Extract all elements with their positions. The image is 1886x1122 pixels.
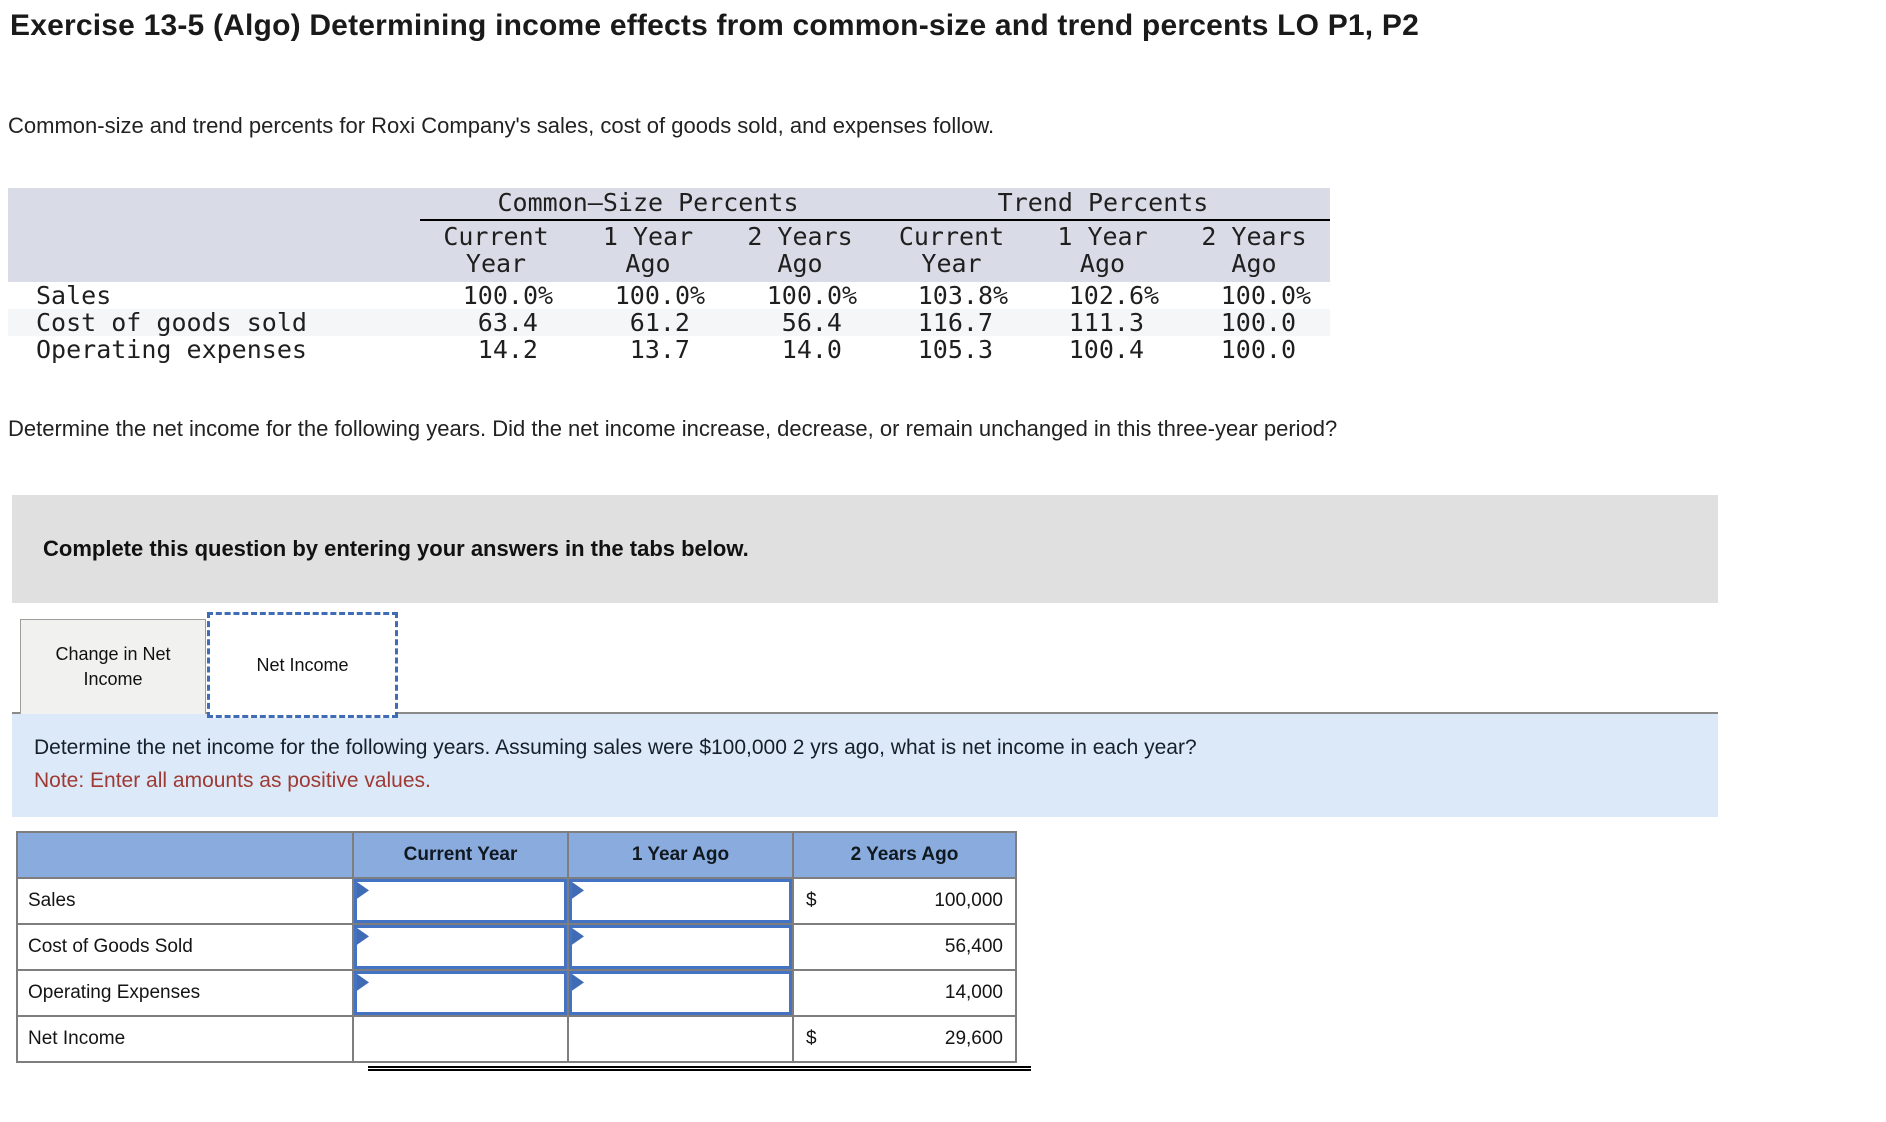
percent-table: Common–Size Percents Trend Percents Curr… (8, 188, 1886, 363)
input-cogs-one-year-ago[interactable] (569, 925, 792, 969)
currency-symbol: $ (806, 1028, 817, 1049)
table-row: Operating expenses 14.2 13.7 14.0 105.3 … (8, 336, 1330, 363)
table-row: Sales 100.0% 100.0% 100.0% 103.8% 102.6%… (8, 282, 1330, 309)
row-label: Operating expenses (36, 335, 307, 364)
col-header: Current Year (876, 220, 1027, 282)
input-cogs-current-year[interactable] (354, 925, 567, 969)
row-label: Sales (16, 877, 354, 925)
net-income-current-year-cell (352, 1015, 569, 1063)
tab-net-income[interactable]: Net Income (207, 612, 398, 718)
amount-value: 100,000 (934, 890, 1003, 911)
double-underline-rule (368, 1066, 1031, 1071)
percent-table-column-header-row: Current Year 1 Year Ago 2 Years Ago Current… (8, 220, 1331, 282)
input-sales-one-year-ago[interactable] (569, 879, 792, 923)
table-row-net-income: Net Income $29,600 (16, 1015, 1017, 1063)
question-text: Determine the net income for the followi… (8, 416, 1338, 441)
percent-table-group-header-row: Common–Size Percents Trend Percents (8, 188, 1331, 221)
instruction-panel: Determine the net income for the followi… (12, 712, 1718, 817)
table-row-cogs: Cost of Goods Sold 56,400 (16, 923, 1017, 971)
answer-flag-icon (572, 882, 584, 899)
table-row-opex: Operating Expenses 14,000 (16, 969, 1017, 1017)
intro-text: Common-size and trend percents for Roxi … (8, 113, 995, 138)
row-label: Sales (36, 281, 112, 310)
col-header: 1 Year Ago (572, 220, 724, 282)
header-blank-cell (16, 831, 354, 879)
net-income-one-year-ago-cell (567, 1015, 794, 1063)
answer-table: Current Year 1 Year Ago 2 Years Ago Sale… (16, 831, 1886, 1071)
row-label: Cost of goods sold (8, 309, 420, 336)
header-current-year: Current Year (352, 831, 569, 879)
col-header: Current Year (420, 220, 572, 282)
answer-table-header-row: Current Year 1 Year Ago 2 Years Ago (16, 831, 1017, 879)
col-header: 1 Year Ago (1027, 220, 1178, 282)
input-opex-current-year[interactable] (354, 971, 567, 1015)
col-header: 2 Years Ago (1178, 220, 1331, 282)
tab-change-in-net-income[interactable]: Change in Net Income (20, 619, 206, 714)
complete-question-banner: Complete this question by entering your … (12, 495, 1718, 603)
col-header: 2 Years Ago (724, 220, 876, 282)
answer-flag-icon (357, 882, 369, 899)
page-title: Exercise 13-5 (Algo) Determining income … (10, 9, 1419, 42)
group-header-trend: Trend Percents (876, 188, 1331, 221)
answer-flag-icon (357, 928, 369, 945)
header-two-years-ago: 2 Years Ago (792, 831, 1017, 879)
row-label: Net Income (16, 1015, 354, 1063)
amount-value: 14,000 (944, 982, 1003, 1003)
note-text: Note: Enter all amounts as positive valu… (34, 769, 431, 792)
header-one-year-ago: 1 Year Ago (567, 831, 794, 879)
table-row: Cost of goods sold 63.4 61.2 56.4 116.7 … (8, 309, 1331, 336)
table-row-sales: Sales $100,000 (16, 877, 1017, 925)
row-label: Operating Expenses (16, 969, 354, 1017)
group-header-common-size: Common–Size Percents (420, 188, 876, 221)
amount-value: 56,400 (944, 936, 1003, 957)
tab-bar: Change in Net Income Net Income (12, 612, 1718, 718)
answer-flag-icon (572, 928, 584, 945)
answer-flag-icon (357, 974, 369, 991)
input-sales-current-year[interactable] (354, 879, 567, 923)
currency-symbol: $ (806, 890, 817, 911)
row-label: Cost of Goods Sold (16, 923, 354, 971)
instruction-text: Determine the net income for the followi… (34, 736, 1197, 759)
answer-flag-icon (572, 974, 584, 991)
input-opex-one-year-ago[interactable] (569, 971, 792, 1015)
amount-value: 29,600 (944, 1028, 1003, 1049)
